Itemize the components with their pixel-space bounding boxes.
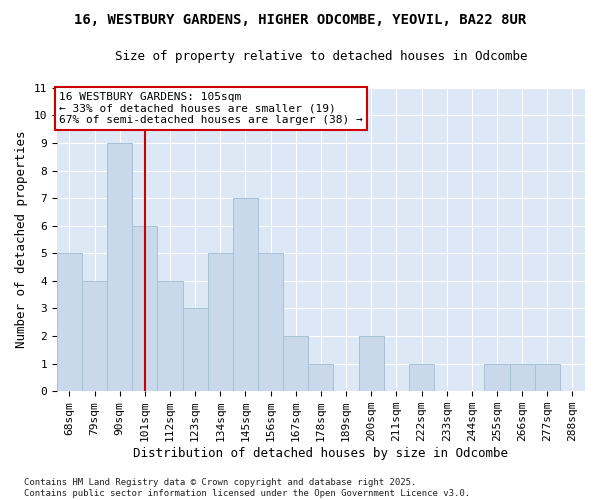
Bar [484, 364, 509, 391]
Bar [258, 254, 283, 391]
Y-axis label: Number of detached properties: Number of detached properties [15, 130, 28, 348]
Bar [535, 364, 560, 391]
Bar [233, 198, 258, 391]
Bar [208, 254, 233, 391]
Text: 16, WESTBURY GARDENS, HIGHER ODCOMBE, YEOVIL, BA22 8UR: 16, WESTBURY GARDENS, HIGHER ODCOMBE, YE… [74, 12, 526, 26]
Bar [359, 336, 384, 391]
Text: Contains HM Land Registry data © Crown copyright and database right 2025.
Contai: Contains HM Land Registry data © Crown c… [24, 478, 470, 498]
Text: 16 WESTBURY GARDENS: 105sqm
← 33% of detached houses are smaller (19)
67% of sem: 16 WESTBURY GARDENS: 105sqm ← 33% of det… [59, 92, 363, 125]
Bar [57, 254, 82, 391]
Bar [283, 336, 308, 391]
Bar [82, 281, 107, 391]
Bar [157, 281, 182, 391]
Bar [132, 226, 157, 391]
Bar [107, 143, 132, 391]
Bar [509, 364, 535, 391]
Bar [182, 308, 208, 391]
Bar [409, 364, 434, 391]
Title: Size of property relative to detached houses in Odcombe: Size of property relative to detached ho… [115, 50, 527, 63]
X-axis label: Distribution of detached houses by size in Odcombe: Distribution of detached houses by size … [133, 447, 508, 460]
Bar [308, 364, 334, 391]
